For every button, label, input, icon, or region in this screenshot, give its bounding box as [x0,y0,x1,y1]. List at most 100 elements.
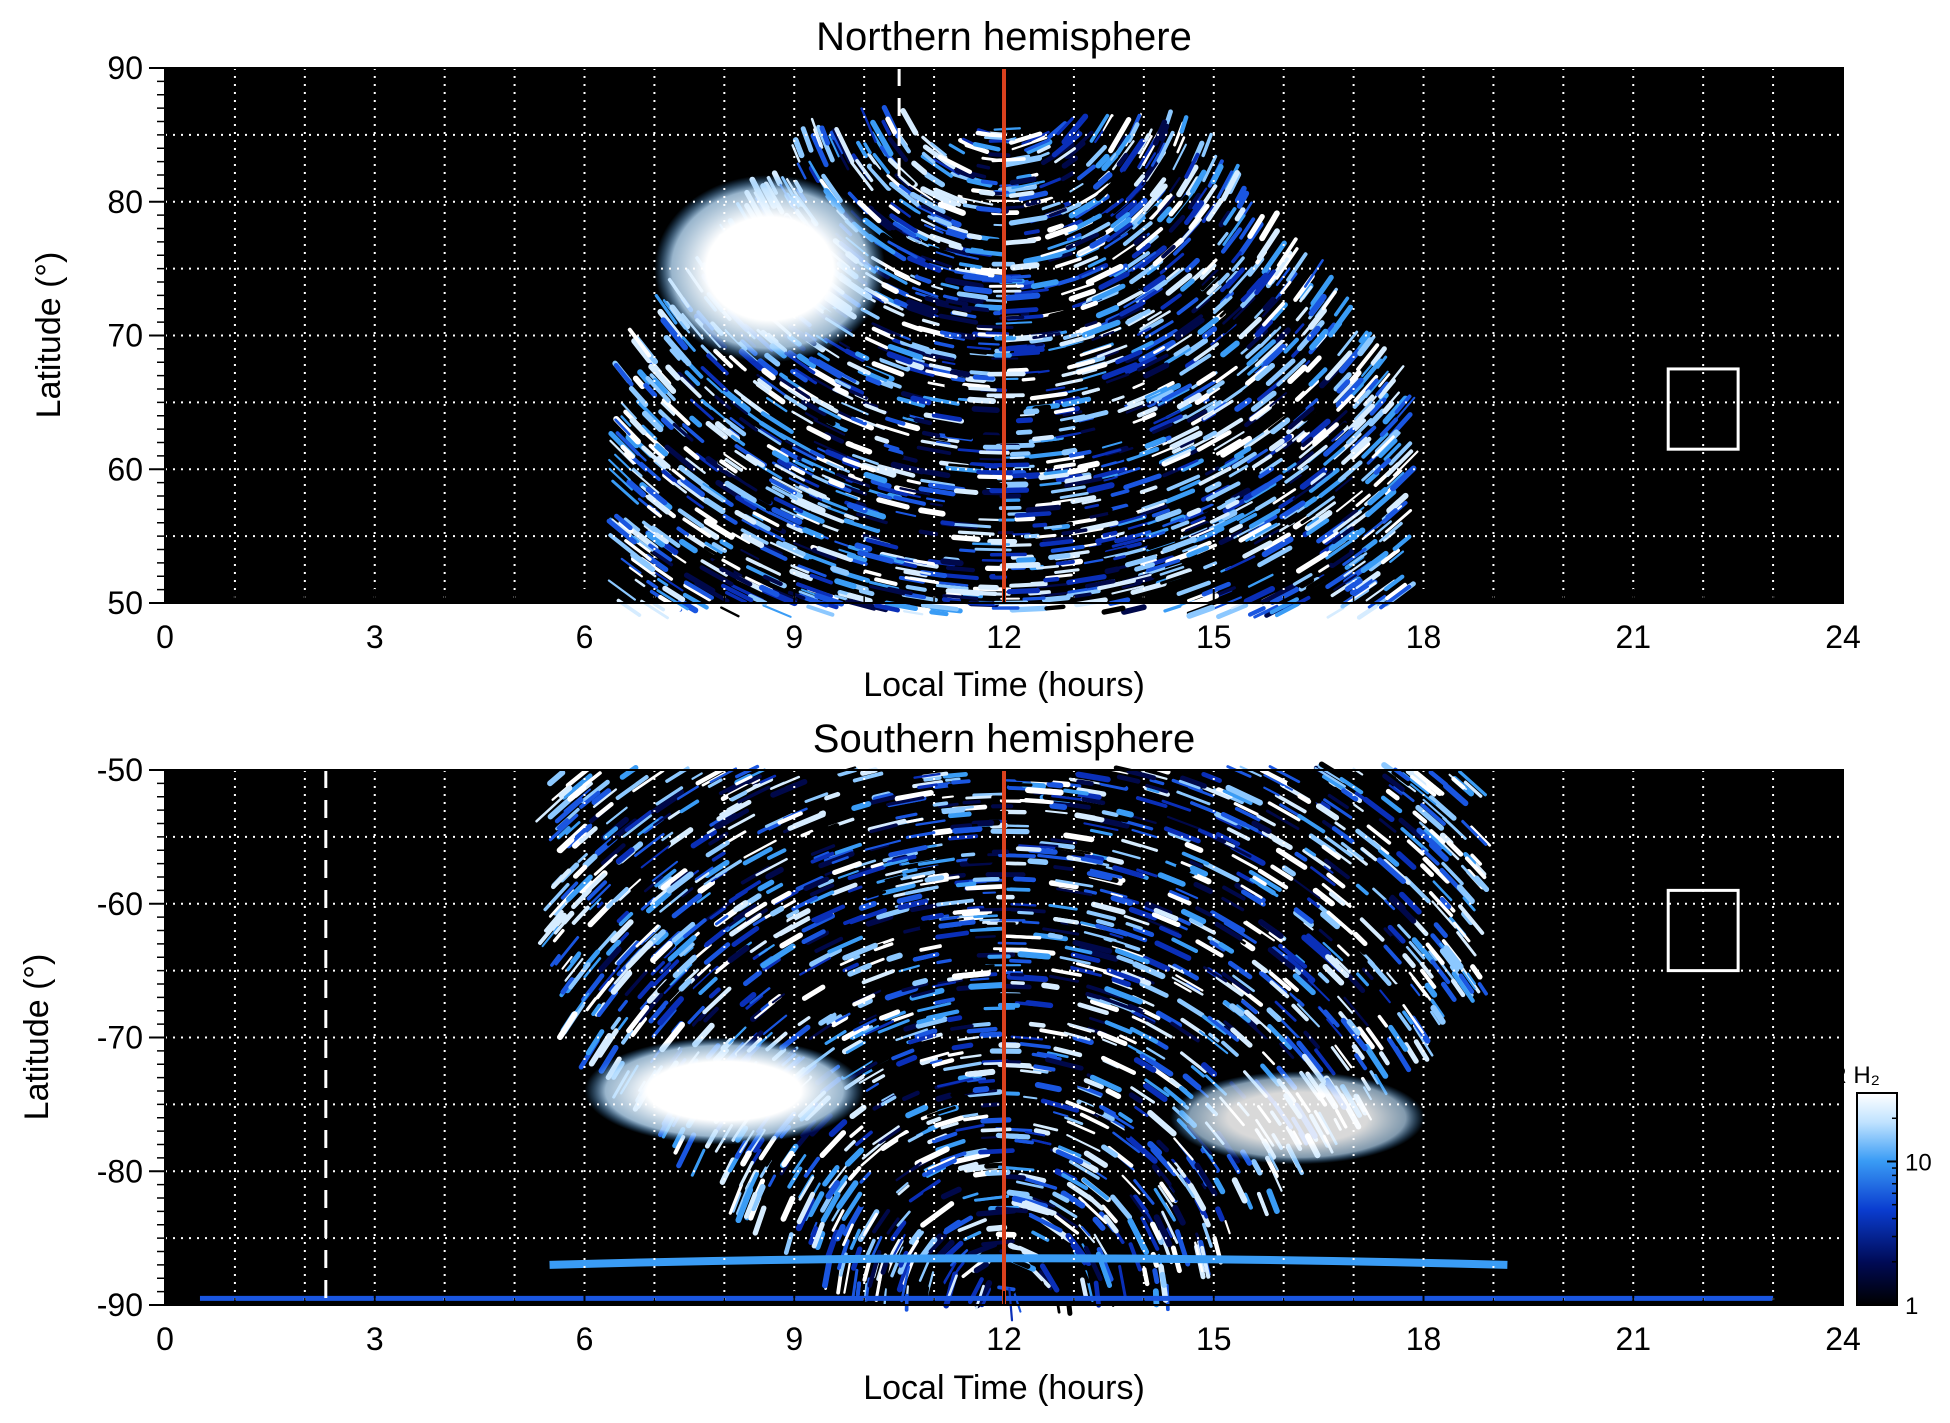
emission-streak [687,1005,705,1025]
emission-streak [1006,367,1029,374]
emission-streak [759,428,782,444]
emission-streak [907,1153,922,1164]
emission-streak [1312,887,1335,907]
emission-streak [873,603,900,613]
emission-streak [693,943,712,960]
emission-streak [639,461,661,482]
emission-streak [1165,568,1193,582]
emission-streak [977,342,1000,346]
emission-streak [617,1016,629,1031]
emission-streak [906,817,924,824]
emission-streak [660,868,688,891]
emission-streak [1080,1226,1091,1237]
emission-streak [1168,214,1186,233]
emission-streak [1234,185,1247,204]
emission-streak [1029,151,1050,162]
emission-streak [1098,1104,1120,1118]
emission-streak [1382,401,1395,415]
emission-streak [1076,164,1096,181]
x-tick-label: 21 [1615,619,1651,655]
emission-streak [886,796,925,807]
emission-streak [1051,968,1082,977]
emission-streak [767,848,787,860]
emission-streak [1173,414,1188,424]
emission-streak [1367,959,1392,986]
emission-streak [661,831,674,842]
emission-streak [621,1029,634,1045]
emission-streak [1014,515,1036,522]
emission-streak [759,774,777,784]
emission-streak [1392,534,1412,552]
emission-streak [719,566,753,587]
emission-streak [823,849,854,863]
emission-streak [1385,788,1400,801]
emission-streak [931,1058,955,1068]
emission-streak [1188,203,1210,230]
emission-streak [1010,902,1037,907]
emission-streak [651,959,680,988]
emission-streak [1333,372,1352,392]
emission-streak [578,826,598,844]
emission-streak [995,1231,1017,1238]
emission-streak [561,773,593,800]
emission-streak [1045,1057,1084,1071]
emission-streak [1046,781,1064,789]
emission-streak [1130,1086,1155,1104]
emission-streak [1072,939,1113,954]
emission-streak [656,455,671,469]
emission-streak [1086,871,1113,881]
emission-streak [1093,189,1127,217]
emission-streak [779,380,811,403]
emission-streak [1199,263,1217,280]
emission-streak [1109,932,1124,939]
emission-streak [921,135,948,160]
emission-streak [894,271,921,286]
emission-streak [925,369,958,379]
emission-streak [866,890,887,899]
emission-streak [871,322,901,338]
emission-streak [1392,450,1419,477]
emission-streak [1286,252,1308,282]
emission-streak [920,602,959,612]
emission-streak [1357,337,1374,357]
emission-streak [735,1186,754,1224]
emission-streak [824,792,841,801]
emission-streak [1184,520,1210,534]
emission-streak [1112,473,1136,482]
emission-streak [998,345,1037,352]
emission-streak [881,282,899,294]
emission-streak [1166,333,1193,352]
emission-streak [1180,775,1207,789]
emission-streak [1296,430,1310,443]
emission-streak [1052,396,1081,406]
emission-streak [1234,806,1261,822]
x-tick-label: 0 [156,1321,174,1357]
emission-streak [978,189,996,197]
emission-streak [713,348,734,369]
emission-streak [769,541,804,559]
emission-streak [1005,292,1041,301]
emission-streak [1226,765,1252,778]
emission-streak [1010,1035,1044,1041]
emission-streak [958,349,988,355]
emission-streak [1155,508,1182,522]
emission-streak [896,1054,918,1067]
emission-streak [593,854,618,876]
emission-streak [766,1028,783,1043]
emission-streak [792,446,817,461]
emission-streak [1203,561,1218,570]
emission-streak [755,857,788,877]
emission-streak [1376,857,1406,884]
emission-streak [762,574,783,587]
emission-streak [1202,500,1226,513]
emission-streak [791,906,822,924]
emission-streak [913,772,941,779]
emission-streak [1367,594,1387,609]
emission-streak [1149,414,1183,432]
emission-streak [884,1010,906,1021]
emission-streak [877,833,906,844]
emission-streak [962,137,975,145]
emission-streak [1089,113,1110,143]
emission-streak [847,1165,862,1181]
emission-streak [1047,235,1083,251]
